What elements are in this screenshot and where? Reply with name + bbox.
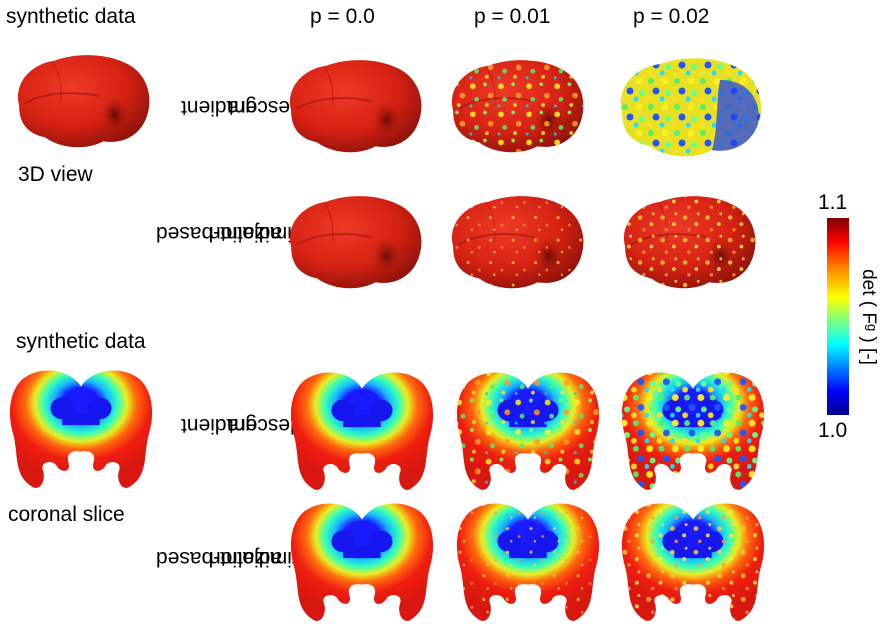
label-coronal-slice: coronal slice: [8, 503, 125, 526]
column-header-p0: p = 0.0: [310, 5, 375, 28]
row-label-adjoint-3d: adjoint-based optimization: [155, 221, 322, 245]
row-label-gradient-descent-slice: gradient descent: [181, 413, 302, 437]
label-3d-view: 3D view: [18, 163, 93, 186]
brain-3d-synthetic: [6, 45, 156, 153]
slice-adj-p0: [287, 498, 437, 626]
colorbar-max-label: 1.1: [818, 191, 848, 214]
brain-3d-adj-p002: [612, 186, 762, 294]
brain-3d-gd-p001: [440, 50, 590, 158]
column-header-p001: p = 0.01: [474, 5, 551, 28]
colorbar: [827, 218, 849, 415]
brain-3d-adj-p001: [440, 186, 590, 294]
brain-3d-adj-p0: [278, 186, 428, 294]
row-label-gradient-descent-3d: gradient descent: [181, 95, 302, 119]
label-synthetic-data-top: synthetic data: [6, 5, 136, 28]
slice-gd-p0: [287, 367, 437, 495]
row-label-adjoint-slice: adjoint-based optimization: [155, 546, 322, 570]
colorbar-min-label: 1.0: [818, 419, 848, 442]
colorbar-title: det ( Fᵍ ) [-]: [858, 268, 879, 365]
slice-synthetic: [6, 365, 156, 493]
brain-3d-gd-p002: [608, 48, 768, 162]
column-header-p002: p = 0.02: [633, 5, 710, 28]
slice-adj-p001: [453, 498, 603, 626]
slice-gd-p001: [453, 367, 603, 495]
slice-gd-p002: [618, 367, 768, 495]
slice-adj-p002: [618, 498, 768, 626]
label-synthetic-data-bottom: synthetic data: [16, 330, 146, 353]
brain-3d-gd-p0: [278, 50, 428, 158]
